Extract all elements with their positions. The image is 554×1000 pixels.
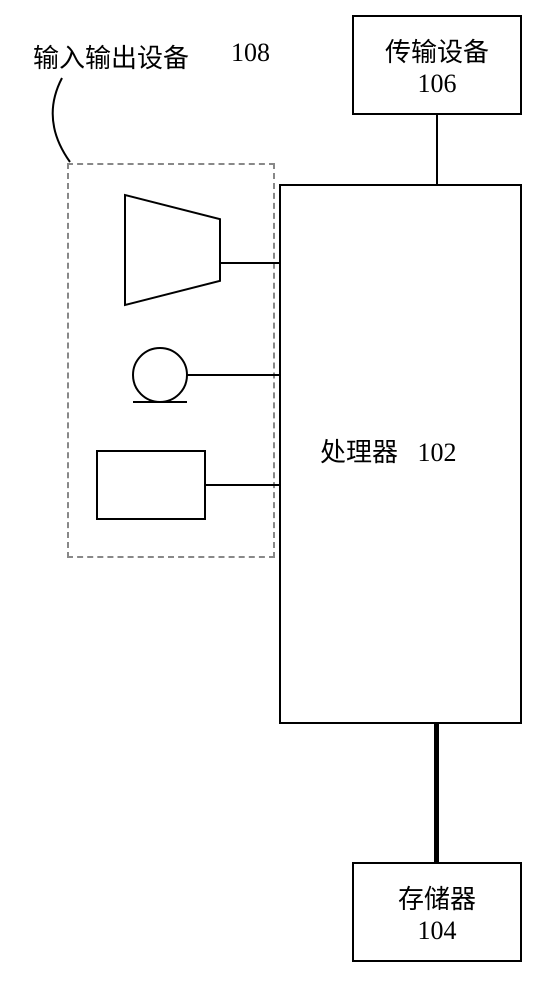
conn-processor-memory [434,724,439,862]
processor-label-text: 处理器 [320,438,398,467]
diagram-canvas: 输入输出设备 108 传输设备 106 处理器 102 存储器 104 [0,0,554,1000]
memory-label: 存储器 [398,879,476,916]
conn-speaker-processor [220,262,279,264]
processor-label: 处理器 102 [320,432,457,469]
conn-transmission-processor [436,115,438,184]
memory-ref: 104 [418,916,457,946]
transmission-label: 传输设备 [385,32,489,69]
transmission-ref: 106 [418,69,457,99]
processor-ref: 102 [418,438,457,467]
io-ref: 108 [231,38,270,68]
transmission-box: 传输设备 106 [352,15,522,115]
io-label: 输入输出设备 [33,38,189,75]
display-icon [96,450,206,520]
memory-box: 存储器 104 [352,862,522,962]
conn-mic-processor [187,374,279,376]
conn-display-processor [206,484,279,486]
